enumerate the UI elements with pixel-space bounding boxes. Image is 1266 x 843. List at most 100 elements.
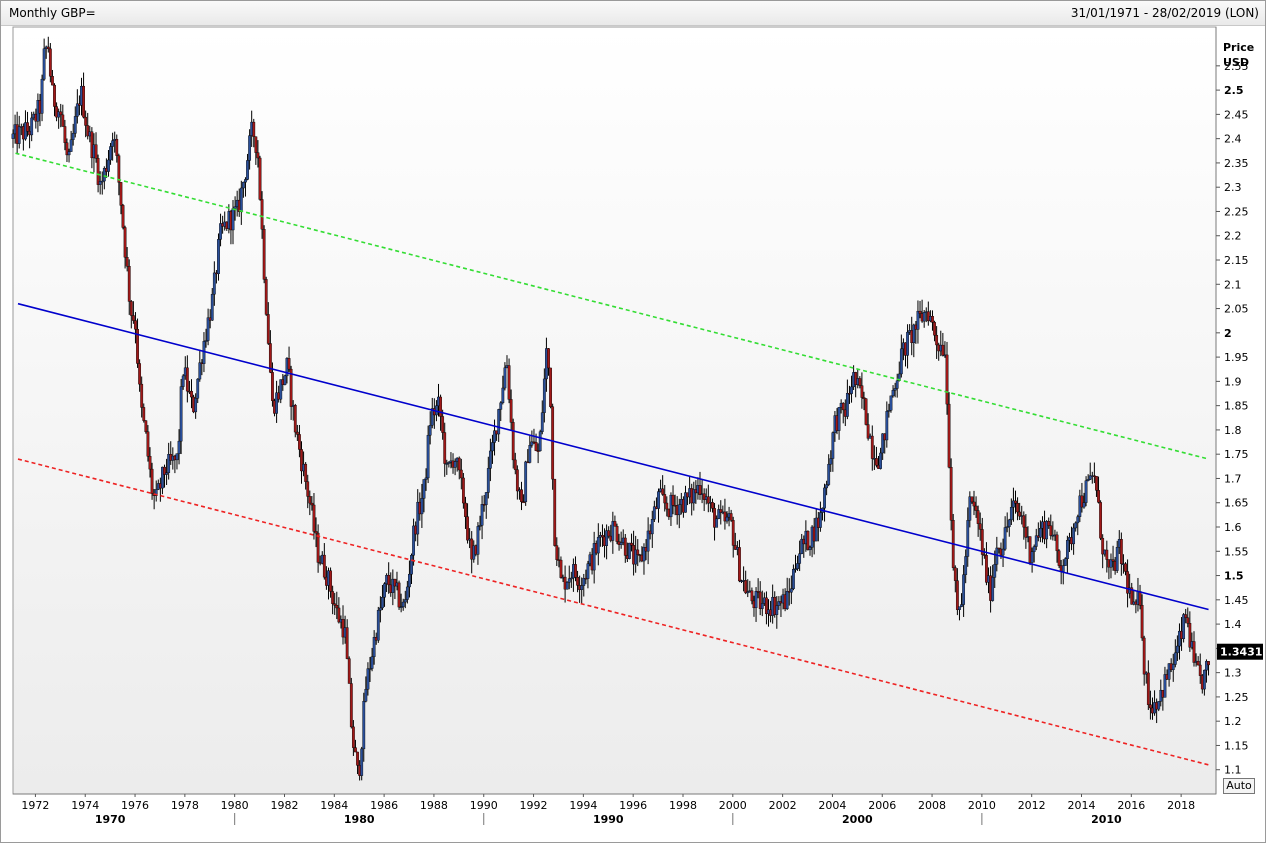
x-tick-label: 1974 — [71, 799, 99, 812]
candle-body — [993, 564, 997, 578]
y-tick-label: 1.9 — [1224, 375, 1242, 388]
candle-body — [1072, 527, 1076, 545]
candle-body — [1188, 623, 1192, 648]
candle-body — [711, 502, 714, 509]
candle-body — [484, 492, 488, 505]
candle-body — [347, 658, 351, 684]
decade-label: 1970 — [95, 813, 126, 826]
y-tick-label: 2.15 — [1224, 254, 1249, 267]
candle-body — [59, 111, 63, 116]
x-tick-label: 2010 — [968, 799, 996, 812]
candle-body — [1130, 587, 1134, 605]
candle-body — [163, 466, 166, 475]
y-tick-label: 1.5 — [1224, 570, 1244, 583]
candle-body — [248, 135, 252, 161]
candle-body — [1097, 490, 1100, 503]
candle-body — [1119, 539, 1123, 565]
x-tick-label: 2006 — [868, 799, 896, 812]
candle-body — [615, 526, 619, 542]
y-tick-label: 1.85 — [1224, 400, 1249, 413]
candle-body — [669, 494, 673, 518]
candle-body — [569, 577, 573, 580]
candle-body — [524, 461, 528, 503]
candle-body — [1080, 495, 1084, 508]
candle-body — [717, 509, 721, 519]
candle-body — [964, 556, 968, 575]
x-tick-label: 2018 — [1167, 799, 1195, 812]
title-bar: Monthly GBP= 31/01/1971 - 28/02/2019 (LO… — [1, 1, 1265, 26]
candle-body — [785, 591, 789, 610]
candle-body — [100, 180, 104, 183]
candle-body — [65, 142, 69, 156]
candle-body — [827, 463, 831, 485]
candle-body — [825, 484, 829, 489]
x-tick-label: 1988 — [420, 799, 448, 812]
candle-body — [935, 335, 939, 346]
candle-body — [298, 434, 301, 450]
candle-body — [426, 434, 430, 479]
candle-body — [1205, 661, 1208, 671]
candle-body — [582, 577, 586, 586]
x-tick-label: 2016 — [1117, 799, 1145, 812]
candle-body — [271, 372, 274, 401]
candle-body — [870, 435, 874, 459]
candle-body — [808, 547, 812, 550]
candle-body — [1163, 674, 1167, 698]
candle-body — [1003, 527, 1007, 550]
candle-body — [789, 588, 793, 593]
candle-body — [968, 496, 972, 521]
candle-body — [67, 151, 71, 156]
y-tick-label: 1.45 — [1224, 594, 1249, 607]
candle-body — [53, 84, 56, 107]
candle-body — [684, 492, 687, 513]
candle-body — [916, 310, 920, 330]
candle-body — [142, 407, 146, 421]
candle-body — [333, 603, 337, 606]
candle-body — [464, 502, 467, 517]
candle-body — [1001, 548, 1005, 556]
candle-body — [1140, 605, 1144, 639]
last-price-tag: 1.3431 — [1217, 643, 1263, 660]
candle-body — [765, 597, 768, 615]
candle-body — [69, 139, 73, 152]
candle-body — [486, 468, 490, 493]
y-tick-label: 1.1 — [1224, 764, 1242, 777]
candle-body — [775, 605, 779, 615]
candle-body — [698, 485, 702, 495]
candle-body — [366, 668, 370, 690]
candle-body — [536, 450, 540, 452]
candle-body — [306, 481, 310, 497]
date-range-label: 31/01/1971 - 28/02/2019 (LON) — [1070, 6, 1259, 20]
candle-body — [1099, 502, 1102, 539]
candle-body — [806, 530, 810, 550]
decade-axis-ticks: 1970 1980 1990 2000 2010 — [95, 813, 1122, 826]
candle-body — [144, 420, 148, 432]
candle-body — [1012, 500, 1015, 508]
candle-body — [422, 479, 426, 499]
candle-body — [206, 317, 210, 341]
candle-body — [866, 424, 870, 439]
candle-body — [441, 416, 445, 433]
x-tick-label: 1990 — [470, 799, 498, 812]
candle-body — [125, 257, 129, 267]
candle-body — [1138, 591, 1142, 606]
y-tick-label: 2.25 — [1224, 205, 1249, 218]
candle-body — [1192, 641, 1196, 663]
candle-body — [17, 126, 21, 144]
candle-body — [897, 373, 901, 382]
candle-body — [1111, 559, 1115, 562]
candle-body — [362, 701, 366, 750]
candle-body — [538, 431, 542, 452]
candle-body — [947, 403, 951, 468]
candle-body — [478, 525, 482, 527]
candle-body — [713, 508, 716, 528]
candle-body — [953, 567, 957, 581]
y-tick-label: 1.3 — [1224, 667, 1242, 680]
candle-body — [723, 511, 727, 522]
candle-body — [665, 502, 669, 510]
auto-scale-button[interactable]: Auto — [1223, 778, 1255, 794]
candle-body — [955, 580, 959, 610]
candle-body — [1005, 526, 1009, 528]
candle-body — [879, 452, 882, 469]
